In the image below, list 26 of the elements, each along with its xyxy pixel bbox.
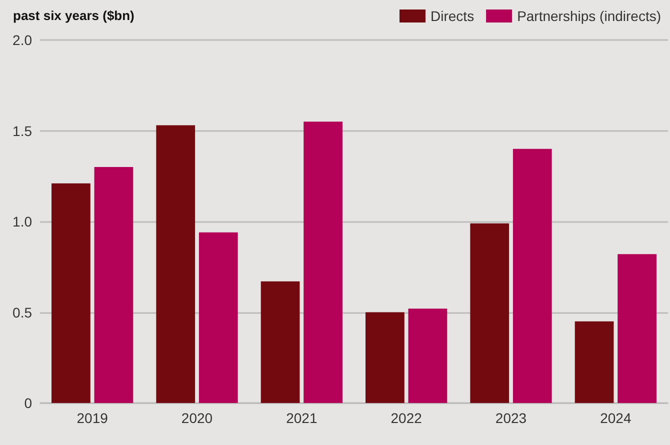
bar (512, 148, 552, 403)
x-tick-label: 2023 (495, 410, 527, 426)
bar (408, 308, 448, 403)
y-tick-label: 1.5 (12, 122, 32, 139)
legend-label: Directs (430, 8, 474, 24)
bar (470, 223, 510, 403)
bar (574, 321, 614, 403)
y-tick-label: 0 (24, 395, 32, 411)
x-tick-label: 2020 (181, 410, 213, 426)
legend-label: Partnerships (indirects) (517, 8, 661, 24)
x-tick-label: 2022 (390, 410, 422, 426)
bar (304, 122, 342, 403)
bar (618, 254, 656, 403)
x-tick-label: 2024 (600, 410, 632, 426)
bar (198, 232, 238, 403)
y-tick-label: 2.0 (12, 32, 32, 48)
x-tick-label: 2019 (76, 410, 108, 426)
x-tick-label: 2021 (286, 410, 318, 426)
bar (94, 167, 134, 403)
bar (260, 281, 300, 403)
y-tick-label: 1.0 (12, 214, 32, 230)
bar (52, 183, 90, 403)
chart-title: past six years ($bn) (13, 8, 134, 23)
y-tick-label: 0.5 (12, 304, 32, 320)
bar (156, 125, 196, 403)
bar (366, 312, 404, 403)
